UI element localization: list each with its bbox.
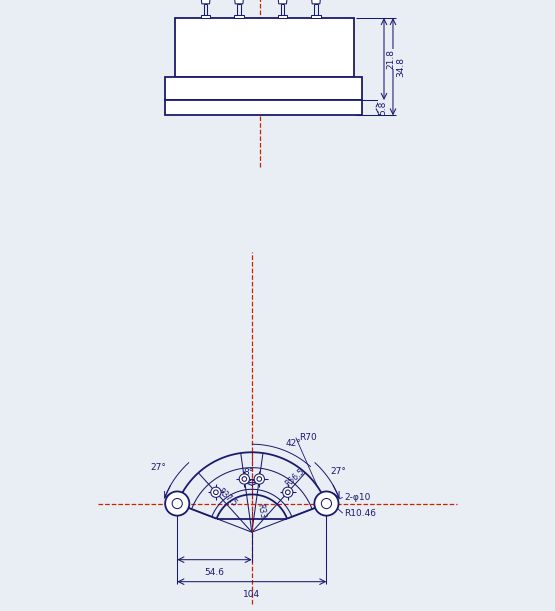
Circle shape <box>254 474 264 484</box>
Circle shape <box>242 477 246 481</box>
Text: 21.8: 21.8 <box>386 49 395 69</box>
Circle shape <box>214 490 218 494</box>
Circle shape <box>285 490 290 494</box>
Circle shape <box>165 491 189 516</box>
Text: R10.46: R10.46 <box>345 509 377 518</box>
Text: 42°: 42° <box>286 439 301 448</box>
Polygon shape <box>201 15 210 18</box>
Polygon shape <box>201 0 210 4</box>
Polygon shape <box>278 15 287 18</box>
Polygon shape <box>311 15 321 18</box>
Text: R70: R70 <box>300 433 317 442</box>
Text: 104: 104 <box>243 590 260 599</box>
Polygon shape <box>175 18 355 77</box>
Text: 8°: 8° <box>243 468 253 477</box>
Text: 27°: 27° <box>150 463 166 472</box>
Polygon shape <box>312 0 320 4</box>
Polygon shape <box>234 15 244 18</box>
Text: 54.6: 54.6 <box>205 568 225 577</box>
Text: 2-φ10: 2-φ10 <box>345 493 371 502</box>
Text: R56.5: R56.5 <box>284 467 306 489</box>
Text: 5.8: 5.8 <box>379 101 388 115</box>
Polygon shape <box>165 100 362 115</box>
Circle shape <box>257 477 261 481</box>
Polygon shape <box>235 0 243 4</box>
Text: R37.5: R37.5 <box>216 487 238 508</box>
Circle shape <box>239 474 250 484</box>
Circle shape <box>172 499 182 508</box>
Text: 34.8: 34.8 <box>396 57 405 77</box>
Polygon shape <box>279 0 287 4</box>
Polygon shape <box>165 77 362 100</box>
Circle shape <box>321 499 331 508</box>
Circle shape <box>211 487 221 497</box>
Circle shape <box>314 491 339 516</box>
Text: 27°: 27° <box>330 467 346 476</box>
Text: R33: R33 <box>255 503 267 519</box>
Circle shape <box>282 487 293 497</box>
